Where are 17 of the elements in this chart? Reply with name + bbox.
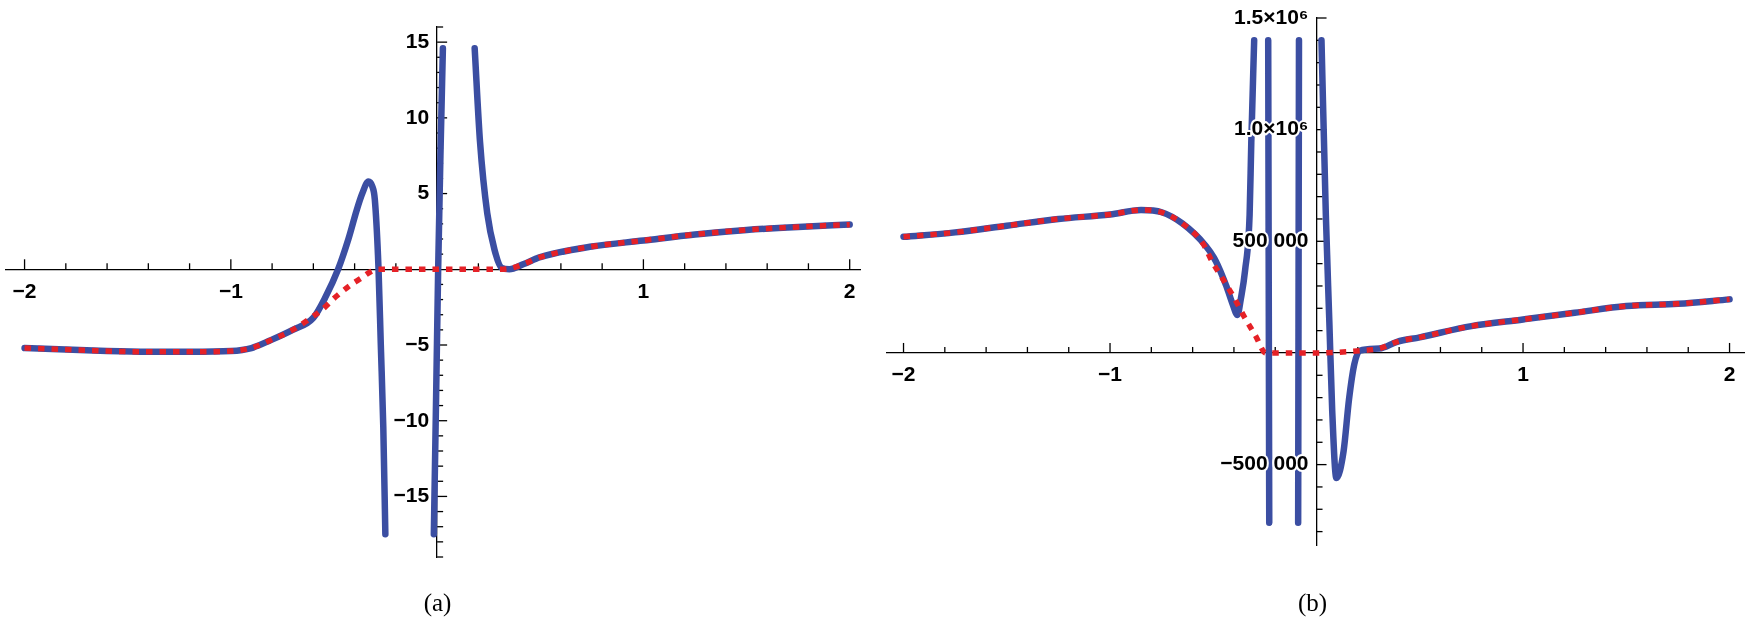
- y-tick-label: −5: [405, 331, 430, 355]
- x-tick-label: 1: [637, 278, 650, 302]
- text: (a): [423, 588, 452, 617]
- x-tick-label: −2: [12, 278, 37, 302]
- y-tick-label: −10: [393, 407, 430, 431]
- y-tick-label: 15: [405, 28, 430, 52]
- x-tick-label: 2: [1723, 362, 1736, 386]
- text: (b): [1297, 588, 1328, 617]
- x-tick-label: −2: [891, 362, 916, 386]
- x-tick-label: 1: [1517, 362, 1530, 386]
- y-tick-label: 1.5×10⁶: [1234, 4, 1309, 28]
- y-tick-label: 10: [405, 104, 430, 128]
- x-tick-label: 2: [843, 278, 856, 302]
- x-tick-label: −1: [218, 278, 244, 302]
- y-tick-label: 5: [417, 180, 430, 204]
- x-tick-label: −1: [1098, 362, 1123, 386]
- y-tick-label: −15: [393, 483, 430, 507]
